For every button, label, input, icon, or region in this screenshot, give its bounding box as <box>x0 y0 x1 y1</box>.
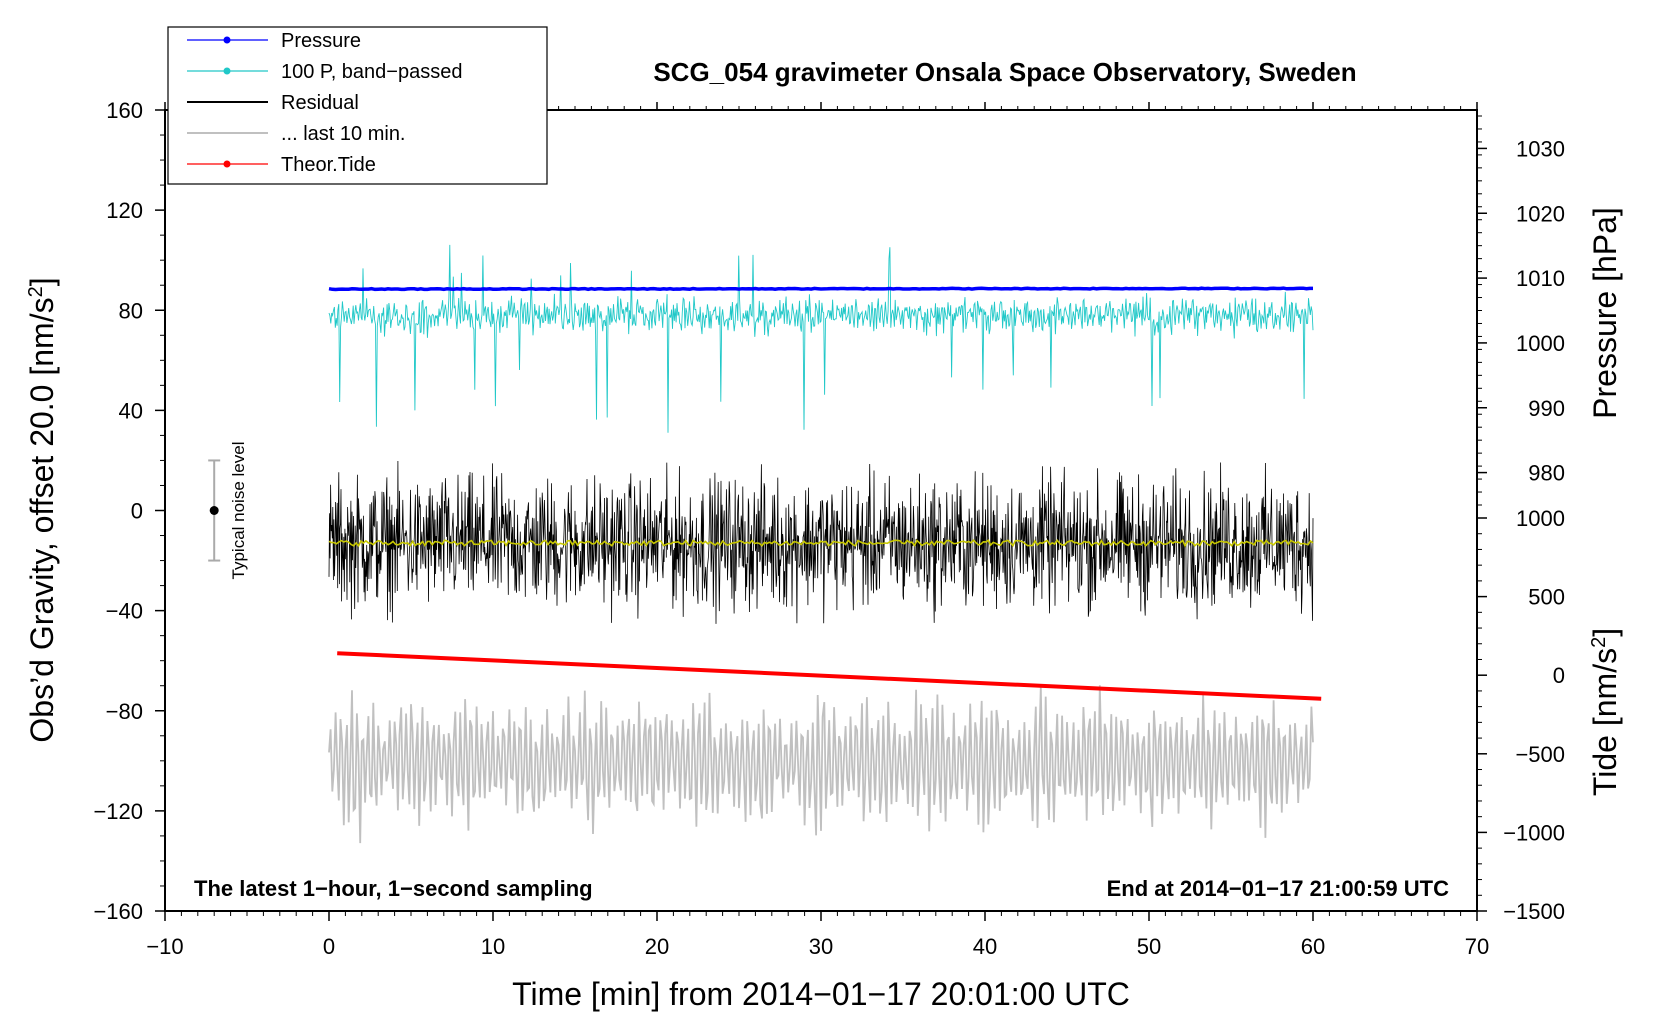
x-tick-label: 70 <box>1465 934 1489 959</box>
legend-label: 100 P, band−passed <box>281 61 462 83</box>
x-tick-label: 40 <box>973 934 997 959</box>
series-band-passed <box>328 244 1314 433</box>
series-theor-tide <box>337 651 1322 701</box>
pressure-tick-label: 1010 <box>1516 266 1565 291</box>
y-left-tick-label: −120 <box>93 799 143 824</box>
legend: Pressure 100 P, band−passed Residual ... la… <box>167 26 548 185</box>
footer-left: The latest 1−hour, 1−second sampling <box>194 876 593 901</box>
pressure-tick-label: 990 <box>1528 396 1565 421</box>
y-tide-title-end: ] <box>1587 628 1623 637</box>
x-tick-label: 50 <box>1137 934 1161 959</box>
noise-label: Typical noise level <box>229 442 248 580</box>
legend-marker <box>223 36 231 44</box>
legend-label: ... last 10 min. <box>281 123 406 145</box>
chart-title: SCG_054 gravimeter Onsala Space Observat… <box>653 57 1356 87</box>
series-last-10-min <box>328 685 1314 844</box>
legend-label: Pressure <box>281 30 361 52</box>
x-axis: −10 0 10 20 30 40 50 60 70 <box>146 102 1489 959</box>
y-axis-pressure: 1030 1020 1010 1000 990 980 <box>1477 115 1565 506</box>
y-left-tick-label: 40 <box>119 398 143 423</box>
y-left-tick-label: −40 <box>106 599 143 624</box>
noise-bar <box>208 459 221 562</box>
y-left-tick-label: 0 <box>131 499 143 524</box>
legend-label: Residual <box>281 92 359 114</box>
y-left-title-end: ] <box>24 277 60 286</box>
x-tick-label: 60 <box>1301 934 1325 959</box>
y-left-tick-label: −80 <box>106 699 143 724</box>
pressure-tick-label: 1000 <box>1516 331 1565 356</box>
legend-box <box>167 26 548 185</box>
x-tick-label: 30 <box>809 934 833 959</box>
tide-tick-label: −500 <box>1515 742 1565 767</box>
series-layer <box>328 244 1322 844</box>
pressure-tick-label: 1020 <box>1516 201 1565 226</box>
x-tick-label: −10 <box>146 934 183 959</box>
footer-right: End at 2014−01−17 21:00:59 UTC <box>1107 876 1450 901</box>
legend-marker <box>223 67 231 75</box>
tide-tick-label: 1000 <box>1516 506 1565 531</box>
y-axis-tide-title: Tide [nm/s2] <box>1587 628 1623 796</box>
series-residual <box>328 460 1314 624</box>
y-axis-pressure-title: Pressure [hPa] <box>1587 207 1623 419</box>
y-left-title-main: Obs’d Gravity, offset 20.0 [nm/s <box>24 297 60 742</box>
y-tide-title-sup: 2 <box>1588 637 1610 648</box>
y-left-tick-label: 80 <box>119 298 143 323</box>
y-left-title-sup: 2 <box>25 286 47 297</box>
legend-marker <box>223 160 231 168</box>
x-tick-label: 10 <box>481 934 505 959</box>
series-pressure <box>328 286 1313 292</box>
y-left-tick-label: 160 <box>106 98 143 123</box>
y-left-tick-label: −160 <box>93 899 143 924</box>
y-axis-tide: 1000 500 0 −500 −1000 −1500 <box>1477 506 1565 924</box>
tide-tick-label: 0 <box>1553 663 1565 688</box>
pressure-tick-label: 1030 <box>1516 136 1565 161</box>
tide-tick-label: 500 <box>1528 585 1565 610</box>
y-axis-left-title: Obs’d Gravity, offset 20.0 [nm/s2] <box>24 277 60 742</box>
x-tick-label: 0 <box>323 934 335 959</box>
noise-bar-center <box>209 506 219 515</box>
y-tide-title-main: Tide [nm/s <box>1587 648 1623 796</box>
y-axis-left: 160 120 80 40 0 −40 −80 −120 −160 <box>93 98 165 924</box>
x-axis-title: Time [min] from 2014−01−17 20:01:00 UTC <box>512 976 1130 1012</box>
tide-tick-label: −1500 <box>1503 899 1565 924</box>
legend-label: Theor.Tide <box>281 154 376 176</box>
pressure-tick-label: 980 <box>1528 461 1565 486</box>
tide-tick-label: −1000 <box>1503 820 1565 845</box>
series-residual-smoothed <box>328 538 1314 548</box>
y-left-tick-label: 120 <box>106 198 143 223</box>
x-tick-label: 20 <box>645 934 669 959</box>
